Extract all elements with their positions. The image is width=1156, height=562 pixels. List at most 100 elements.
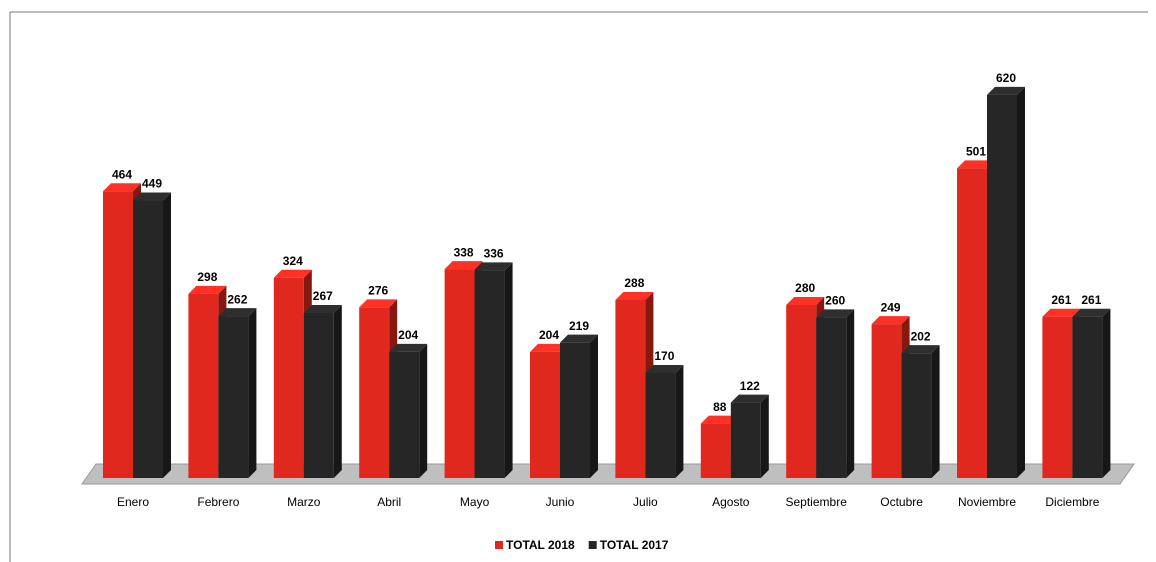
- data-label: 262: [227, 292, 247, 306]
- bar-top: [218, 308, 257, 317]
- legend-label: TOTAL 2017: [600, 538, 669, 552]
- bar-top: [1042, 308, 1081, 317]
- data-label: 170: [654, 349, 674, 363]
- data-label: 204: [539, 328, 559, 342]
- data-label: 501: [966, 145, 986, 159]
- bar-side: [590, 334, 598, 478]
- bar-side: [419, 343, 428, 478]
- bar: [1042, 316, 1073, 478]
- data-label: 449: [142, 177, 162, 191]
- floor: [81, 463, 1135, 485]
- bar: [103, 191, 133, 479]
- bar-top: [615, 292, 654, 301]
- bar: [871, 324, 902, 478]
- data-label: 276: [368, 284, 388, 298]
- data-label: 202: [911, 329, 931, 343]
- bar-top: [133, 192, 171, 201]
- bar: [218, 316, 249, 478]
- bar-side: [760, 394, 769, 478]
- bar: [303, 312, 334, 478]
- bar-side: [504, 262, 513, 478]
- bar: [816, 317, 847, 478]
- data-label: 261: [1051, 293, 1071, 307]
- bar-top: [103, 183, 141, 192]
- data-label: 288: [624, 276, 644, 290]
- data-label: 219: [569, 319, 589, 333]
- x-tick-label: Abril: [377, 495, 401, 509]
- bar-side: [333, 304, 342, 478]
- bar-top: [645, 364, 684, 373]
- bar: [730, 402, 761, 478]
- bar-top: [816, 309, 855, 318]
- bar-side: [248, 308, 257, 478]
- bar-top: [957, 160, 995, 169]
- bar-top: [987, 86, 1025, 95]
- bar: [615, 300, 646, 478]
- data-label: 338: [454, 245, 474, 259]
- bar: [987, 94, 1017, 478]
- x-tick-label: Enero: [117, 495, 149, 509]
- bar-top: [389, 343, 428, 352]
- bar-top: [359, 299, 398, 308]
- bar-top: [444, 261, 483, 270]
- bar-top: [188, 285, 227, 294]
- data-label: 324: [283, 254, 303, 268]
- x-tick-label: Febrero: [197, 495, 239, 509]
- data-label: 620: [996, 71, 1016, 85]
- x-tick-label: Septiembre: [786, 495, 848, 509]
- bar-top: [871, 316, 910, 325]
- bar-side: [675, 364, 684, 478]
- x-tick-label: Noviembre: [958, 495, 1016, 509]
- bar-top: [730, 394, 769, 403]
- legend-swatch: [495, 541, 503, 549]
- data-label: 261: [1081, 293, 1101, 307]
- data-label: 298: [197, 270, 217, 284]
- bar: [957, 168, 987, 478]
- legend-label: TOTAL 2018: [506, 538, 575, 552]
- bar-top: [560, 334, 598, 343]
- bar-top: [530, 343, 568, 352]
- x-tick-label: Marzo: [287, 495, 321, 509]
- bar: [560, 342, 590, 478]
- bar-top: [700, 415, 739, 424]
- data-label: 267: [313, 289, 333, 303]
- x-tick-label: Agosto: [712, 495, 750, 509]
- bar: [133, 200, 163, 478]
- bar: [188, 293, 219, 478]
- bar-side: [1017, 86, 1025, 478]
- bar: [1072, 316, 1103, 478]
- x-tick-label: Octubre: [880, 495, 923, 509]
- bar-top: [474, 262, 513, 271]
- bar: [786, 304, 817, 478]
- data-label: 336: [484, 247, 504, 261]
- bar: [530, 351, 560, 478]
- bar: [474, 270, 505, 478]
- data-label: 280: [795, 281, 815, 295]
- x-tick-label: Mayo: [460, 495, 490, 509]
- data-label: 204: [398, 328, 418, 342]
- x-tick-label: Junio: [546, 495, 575, 509]
- bar-top: [786, 296, 825, 305]
- bar-top: [303, 304, 342, 313]
- bar-side: [163, 192, 171, 478]
- bar: [389, 351, 420, 478]
- data-label: 88: [713, 400, 727, 414]
- legend-swatch: [588, 541, 597, 549]
- bar: [273, 277, 304, 478]
- bar: [700, 423, 731, 478]
- bar-side: [931, 345, 940, 478]
- bar-top: [901, 345, 940, 354]
- bar-side: [1102, 308, 1111, 478]
- bar: [359, 307, 390, 478]
- data-label: 464: [112, 167, 132, 181]
- bar: [901, 353, 932, 478]
- data-label: 122: [740, 379, 760, 393]
- bar-top: [1072, 308, 1111, 317]
- bar: [645, 372, 676, 478]
- x-tick-label: Julio: [633, 495, 658, 509]
- bar: [444, 269, 475, 478]
- x-tick-label: Diciembre: [1045, 495, 1099, 509]
- data-label: 260: [825, 293, 845, 307]
- bar-top: [273, 269, 312, 278]
